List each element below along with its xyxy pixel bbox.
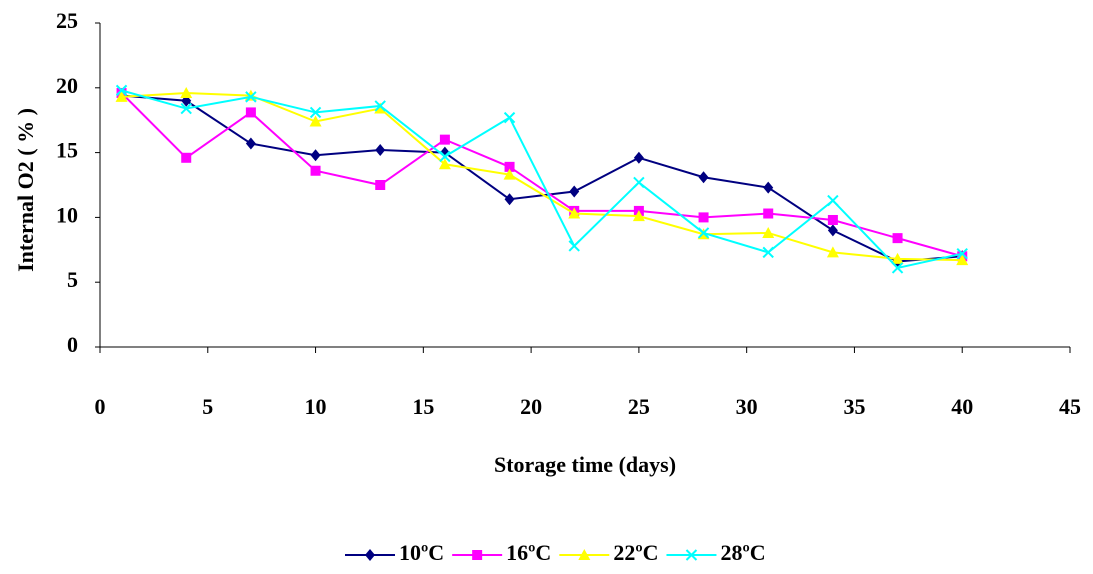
- legend-marker: [472, 550, 483, 560]
- marker: [891, 252, 904, 264]
- x-tick-label: 10: [305, 394, 327, 419]
- marker: [245, 91, 257, 103]
- marker: [310, 165, 321, 176]
- marker: [438, 158, 451, 170]
- y-tick-label: 10: [56, 202, 78, 227]
- marker: [762, 246, 774, 259]
- legend-label: 22ºC: [613, 540, 658, 565]
- legend-label: 16ºC: [506, 540, 551, 565]
- y-tick-label: 20: [56, 73, 78, 98]
- y-axis-label: Internal O2 ( % ): [13, 108, 38, 272]
- legend-marker: [365, 549, 375, 561]
- marker: [698, 212, 709, 223]
- marker: [763, 181, 774, 194]
- marker: [181, 152, 192, 163]
- y-tick-label: 0: [67, 332, 78, 357]
- marker: [569, 185, 580, 198]
- x-tick-label: 15: [412, 394, 434, 419]
- marker: [827, 224, 838, 237]
- x-axis-label: Storage time (days): [494, 452, 676, 477]
- marker: [309, 115, 322, 127]
- marker: [374, 102, 387, 114]
- y-tick-label: 5: [67, 267, 78, 292]
- y-tick-label: 15: [56, 138, 78, 163]
- series-line: [120, 92, 963, 258]
- legend-marker: [685, 549, 698, 561]
- marker: [827, 214, 838, 225]
- x-tick-label: 40: [951, 394, 973, 419]
- legend-label: 10ºC: [399, 540, 444, 565]
- marker: [245, 137, 256, 150]
- marker: [568, 207, 581, 219]
- x-tick-label: 30: [736, 394, 758, 419]
- marker: [633, 176, 645, 189]
- marker: [439, 150, 451, 163]
- x-tick-label: 25: [628, 394, 650, 419]
- marker: [891, 262, 904, 274]
- marker: [632, 210, 645, 222]
- marker: [310, 149, 321, 162]
- marker: [245, 107, 256, 118]
- marker: [115, 84, 128, 97]
- marker: [180, 86, 193, 98]
- marker: [762, 226, 775, 238]
- marker: [504, 161, 515, 172]
- marker: [956, 247, 968, 260]
- legend-label: 28ºC: [720, 540, 765, 565]
- marker: [180, 102, 192, 115]
- marker: [504, 193, 515, 206]
- x-tick-label: 35: [843, 394, 865, 419]
- marker: [826, 246, 839, 258]
- marker: [374, 100, 386, 112]
- marker: [375, 180, 386, 190]
- x-tick-label: 45: [1059, 394, 1081, 419]
- marker: [439, 134, 450, 145]
- legend-marker: [578, 549, 591, 560]
- marker: [892, 233, 903, 244]
- marker: [115, 90, 128, 102]
- series-line: [121, 94, 963, 263]
- marker: [309, 106, 322, 119]
- series-line: [121, 89, 963, 270]
- marker: [697, 227, 710, 239]
- x-tick-label: 0: [95, 394, 106, 419]
- marker: [503, 168, 516, 180]
- marker: [633, 151, 644, 164]
- marker: [503, 111, 516, 124]
- x-tick-label: 5: [202, 394, 213, 419]
- marker: [568, 240, 580, 252]
- series-line: [121, 91, 963, 262]
- marker: [698, 171, 709, 184]
- marker: [827, 194, 839, 207]
- x-tick-label: 20: [520, 394, 542, 419]
- y-tick-label: 25: [56, 8, 78, 33]
- marker: [956, 254, 969, 266]
- marker: [375, 144, 386, 157]
- marker: [763, 208, 774, 219]
